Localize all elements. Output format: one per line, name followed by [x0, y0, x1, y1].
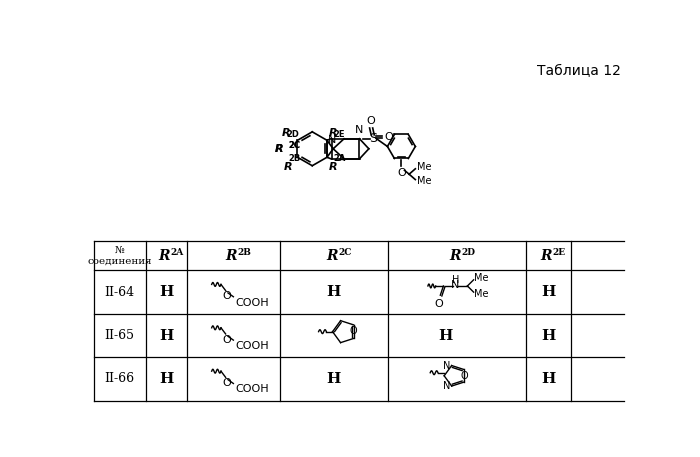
Text: COOH: COOH: [235, 298, 269, 308]
Text: H: H: [159, 329, 174, 342]
Text: R: R: [225, 249, 237, 263]
Text: H: H: [326, 372, 341, 386]
Text: 2E: 2E: [333, 130, 344, 139]
Text: Me: Me: [417, 162, 431, 172]
Text: H: H: [542, 285, 556, 299]
Text: COOH: COOH: [235, 384, 269, 394]
Text: 2B: 2B: [237, 248, 251, 257]
Text: O: O: [222, 335, 231, 345]
Text: R: R: [328, 162, 337, 172]
Text: O: O: [350, 326, 358, 336]
Text: S: S: [369, 132, 377, 144]
Text: R: R: [326, 249, 337, 263]
Text: Me: Me: [417, 176, 431, 186]
Text: 2C: 2C: [288, 141, 300, 150]
Text: R: R: [284, 162, 292, 172]
Text: 2E: 2E: [553, 248, 566, 257]
Text: N: N: [442, 361, 450, 371]
Text: N: N: [328, 135, 337, 145]
Text: N: N: [442, 381, 450, 391]
Text: H: H: [159, 372, 174, 386]
Text: O: O: [384, 132, 393, 142]
Text: H: H: [542, 372, 556, 386]
Text: R: R: [282, 128, 290, 138]
Text: O: O: [222, 292, 231, 301]
Text: №
соединения: № соединения: [88, 246, 152, 266]
Text: 2C: 2C: [288, 141, 300, 150]
Text: H: H: [452, 275, 459, 285]
Text: II-66: II-66: [104, 372, 134, 385]
Text: Таблица 12: Таблица 12: [537, 64, 621, 78]
Text: 2A: 2A: [333, 154, 346, 163]
Text: R: R: [275, 144, 284, 154]
Text: COOH: COOH: [235, 341, 269, 351]
Text: N: N: [451, 280, 459, 290]
Text: O: O: [461, 371, 468, 381]
Text: N: N: [356, 125, 364, 135]
Text: 2D: 2D: [461, 248, 475, 257]
Text: O: O: [435, 299, 443, 309]
Text: O: O: [222, 378, 231, 388]
Text: O: O: [398, 168, 407, 178]
Text: Me: Me: [475, 273, 489, 283]
Text: R: R: [328, 128, 337, 138]
Text: H: H: [542, 329, 556, 342]
Text: R: R: [540, 249, 552, 263]
Text: R: R: [158, 249, 169, 263]
Text: Me: Me: [475, 289, 489, 299]
Text: II-65: II-65: [105, 329, 134, 342]
Text: II-64: II-64: [104, 286, 134, 298]
Text: R: R: [275, 144, 284, 154]
Text: 2C: 2C: [338, 248, 351, 257]
Text: 2A: 2A: [170, 248, 183, 257]
Text: H: H: [326, 285, 341, 299]
Text: H: H: [438, 329, 452, 342]
Text: 2B: 2B: [288, 154, 300, 163]
Text: O: O: [367, 116, 375, 126]
Text: 2D: 2D: [286, 130, 300, 139]
Text: R: R: [449, 249, 461, 263]
Text: H: H: [159, 285, 174, 299]
